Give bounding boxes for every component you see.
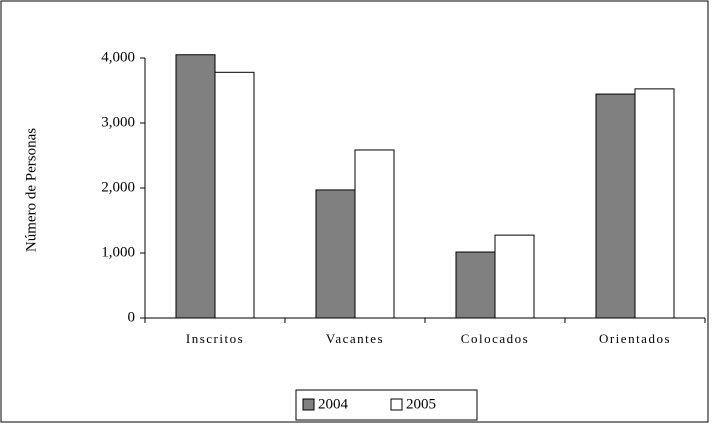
bar [175, 54, 216, 319]
y-axis-label: Número de Personas [23, 128, 39, 252]
x-tick-label: Colocados [461, 331, 529, 346]
legend-label: 2005 [406, 396, 436, 412]
bar [354, 149, 395, 319]
x-tick-label: Inscritos [186, 331, 244, 346]
legend-box [295, 389, 478, 421]
legend-swatch [390, 398, 403, 411]
y-tick-label: 4,000 [101, 49, 135, 65]
bar [214, 71, 255, 319]
legend-swatch [302, 398, 315, 411]
x-tick-label: Vacantes [326, 331, 384, 346]
y-tick-label: 2,000 [101, 179, 135, 195]
bar [455, 251, 496, 319]
legend-label: 2004 [318, 396, 349, 412]
y-tick-label: 3,000 [101, 114, 135, 130]
bar [634, 88, 675, 319]
bar [315, 189, 356, 319]
bar [595, 93, 636, 319]
y-tick-label: 0 [128, 309, 136, 325]
y-tick-label: 1,000 [101, 244, 135, 260]
bar [494, 234, 535, 319]
x-tick-label: Orientados [599, 331, 671, 346]
